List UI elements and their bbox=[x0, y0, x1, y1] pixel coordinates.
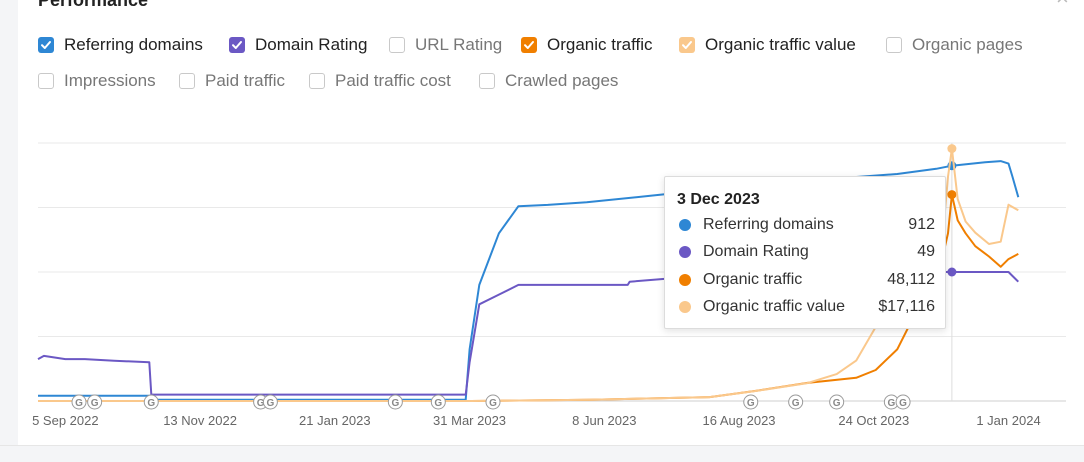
checkbox-unchecked-icon[interactable] bbox=[179, 73, 195, 89]
checkbox-unchecked-icon[interactable] bbox=[389, 37, 405, 53]
x-tick-label: 16 Aug 2023 bbox=[703, 413, 776, 428]
metric-url-rating[interactable]: URL Rating bbox=[389, 35, 502, 55]
hover-marker-organic-traffic bbox=[947, 190, 957, 200]
google-update-icon: G bbox=[434, 398, 442, 409]
x-tick-label: 31 Mar 2023 bbox=[433, 413, 506, 428]
checkbox-unchecked-icon[interactable] bbox=[479, 73, 495, 89]
tooltip-series-name: Domain Rating bbox=[703, 243, 809, 260]
google-update-icon: G bbox=[887, 398, 895, 409]
metric-label: Organic traffic value bbox=[705, 35, 856, 54]
checkbox-unchecked-icon[interactable] bbox=[309, 73, 325, 89]
metric-paid-traffic[interactable]: Paid traffic bbox=[179, 71, 285, 91]
tooltip-row-domain-rating: Domain Rating 49 bbox=[679, 242, 935, 262]
x-tick-label: 24 Oct 2023 bbox=[838, 413, 909, 428]
metric-referring-domains[interactable]: Referring domains bbox=[38, 35, 203, 55]
google-update-icon: G bbox=[75, 398, 83, 409]
google-update-icon bbox=[743, 394, 759, 410]
domain-rating-dot-icon bbox=[679, 246, 691, 258]
metric-organic-pages[interactable]: Organic pages bbox=[886, 35, 1023, 55]
google-update-icon: G bbox=[266, 398, 274, 409]
tooltip-row-organic-traffic-value: Organic traffic value $17,116 bbox=[679, 297, 935, 317]
metric-paid-traffic-cost[interactable]: Paid traffic cost bbox=[309, 71, 451, 91]
tooltip-series-name: Organic traffic bbox=[703, 271, 803, 288]
performance-chart[interactable]: 5 Sep 2022 13 Nov 2022 21 Jan 2023 31 Mar 2… bbox=[0, 0, 1084, 445]
hover-marker-organic-traffic-value bbox=[947, 144, 957, 154]
metric-label: Organic pages bbox=[912, 35, 1023, 54]
checkbox-unchecked-icon[interactable] bbox=[886, 37, 902, 53]
google-update-icon: G bbox=[257, 398, 265, 409]
checkbox-checked-icon[interactable] bbox=[229, 37, 245, 53]
google-update-icon bbox=[387, 394, 403, 410]
referring-domains-dot-icon bbox=[679, 219, 691, 231]
google-update-icon: G bbox=[489, 398, 497, 409]
google-update-icon bbox=[788, 394, 804, 410]
x-tick-label: 1 Jan 2024 bbox=[976, 413, 1040, 428]
metric-label: Organic traffic bbox=[547, 35, 653, 54]
x-tick-label: 13 Nov 2022 bbox=[163, 413, 237, 428]
metric-crawled-pages[interactable]: Crawled pages bbox=[479, 71, 618, 91]
google-update-icon: G bbox=[899, 398, 907, 409]
checkbox-unchecked-icon[interactable] bbox=[38, 73, 54, 89]
google-update-icon bbox=[895, 394, 911, 410]
chart-tooltip: 3 Dec 2023 Referring domains 912 Domain … bbox=[664, 176, 946, 329]
tooltip-date: 3 Dec 2023 bbox=[677, 191, 760, 208]
checkbox-checked-icon[interactable] bbox=[679, 37, 695, 53]
metric-label: Domain Rating bbox=[255, 35, 368, 54]
metric-label: Referring domains bbox=[64, 35, 203, 54]
tooltip-series-name: Referring domains bbox=[703, 216, 834, 233]
organic-traffic-value-dot-icon bbox=[679, 301, 691, 313]
metric-organic-traffic-value[interactable]: Organic traffic value bbox=[679, 35, 856, 55]
google-update-icon bbox=[430, 394, 446, 410]
tooltip-row-referring-domains: Referring domains 912 bbox=[679, 215, 935, 235]
tooltip-row-organic-traffic: Organic traffic 48,112 bbox=[679, 270, 935, 290]
google-update-icon: G bbox=[747, 398, 755, 409]
google-update-icon bbox=[262, 394, 278, 410]
google-update-icon bbox=[87, 394, 103, 410]
metric-label: Paid traffic bbox=[205, 71, 286, 90]
metric-organic-traffic[interactable]: Organic traffic bbox=[521, 35, 653, 55]
metric-label: Crawled pages bbox=[505, 71, 619, 90]
x-tick-label: 5 Sep 2022 bbox=[32, 413, 99, 428]
google-update-icon bbox=[485, 394, 501, 410]
tooltip-series-name: Organic traffic value bbox=[703, 298, 845, 315]
google-update-icon: G bbox=[91, 398, 99, 409]
x-tick-label: 8 Jun 2023 bbox=[572, 413, 636, 428]
tooltip-series-value: $17,116 bbox=[878, 298, 935, 315]
close-icon[interactable]: × bbox=[1056, 0, 1076, 9]
checkbox-checked-icon[interactable] bbox=[521, 37, 537, 53]
checkbox-checked-icon[interactable] bbox=[38, 37, 54, 53]
google-update-icon: G bbox=[833, 398, 841, 409]
hover-marker-domain-rating bbox=[947, 267, 957, 277]
google-update-icon: G bbox=[792, 398, 800, 409]
metric-label: URL Rating bbox=[415, 35, 503, 54]
organic-traffic-dot-icon bbox=[679, 274, 691, 286]
bottom-strip bbox=[0, 445, 1084, 462]
google-update-icon bbox=[143, 394, 159, 410]
metric-domain-rating[interactable]: Domain Rating bbox=[229, 35, 367, 55]
metric-impressions[interactable]: Impressions bbox=[38, 71, 156, 91]
google-update-icon: G bbox=[147, 398, 155, 409]
google-update-icon bbox=[829, 394, 845, 410]
panel-title: Performance bbox=[38, 0, 149, 10]
tooltip-series-value: 49 bbox=[917, 243, 935, 260]
google-update-icon: G bbox=[391, 398, 399, 409]
metric-label: Impressions bbox=[64, 71, 156, 90]
tooltip-series-value: 912 bbox=[908, 216, 935, 233]
tooltip-series-value: 48,112 bbox=[887, 271, 935, 288]
metric-label: Paid traffic cost bbox=[335, 71, 451, 90]
google-update-icon bbox=[71, 394, 87, 410]
x-tick-label: 21 Jan 2023 bbox=[299, 413, 371, 428]
